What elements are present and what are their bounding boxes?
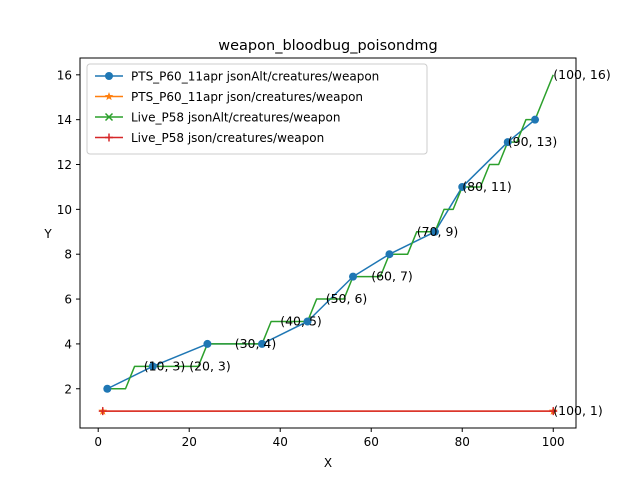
y-tick-label: 8 [64, 248, 72, 262]
legend-label-4: Live_P58 json/creatures/weapon [131, 131, 324, 145]
y-tick-label: 16 [57, 68, 72, 82]
annotation-label: (100, 1) [553, 403, 603, 418]
axes: 0 20 40 60 80 100 2 4 6 8 10 12 14 16 [57, 68, 565, 449]
y-tick-label: 4 [64, 337, 72, 351]
series-line-3 [107, 74, 554, 390]
legend-label-3: Live_P58 jsonAlt/creatures/weapon [131, 111, 340, 125]
plot-area: (10, 3) (20, 3) (30, 4)(40, 5) (50, 6)(60, … [98, 67, 611, 418]
data-point-s1-4 [258, 339, 267, 348]
legend-label-1: PTS_P60_11apr jsonAlt/creatures/weapon [131, 70, 379, 84]
y-axis-label: Y [43, 227, 52, 241]
data-point-s1-9 [458, 182, 467, 191]
annotation-label: (60, 7) [371, 269, 413, 284]
x-tick-label: 20 [182, 435, 197, 449]
x-tick-label: 100 [542, 435, 565, 449]
plot-frame [79, 57, 577, 429]
chart-title: weapon_bloodbug_poisondmg [218, 38, 437, 54]
data-point-s1-6 [349, 272, 358, 281]
data-point-s1-1 [103, 384, 112, 393]
data-point-s4-2 [549, 407, 558, 416]
annotation-label: (40, 5) [280, 313, 322, 328]
y-tick-label: 10 [57, 203, 72, 217]
legend-marker-4 [105, 133, 113, 142]
legend-label-2: PTS_P60_11apr json/creatures/weapon [131, 90, 363, 104]
annotation-label: (50, 6) [326, 291, 368, 306]
legend-marker-1 [105, 72, 113, 80]
annotation-label: (90, 13) [508, 134, 558, 149]
y-tick-label: 2 [64, 382, 72, 396]
x-axis-label: X [324, 456, 332, 470]
y-tick-label: 6 [64, 293, 72, 307]
data-point-s1-3 [203, 339, 212, 348]
data-point-s1-8 [430, 227, 439, 236]
x-tick-label: 60 [364, 435, 379, 449]
data-point-s1-11 [531, 115, 540, 124]
legend: PTS_P60_11apr jsonAlt/creatures/weapon PT… [86, 63, 428, 155]
y-tick-label: 14 [57, 113, 72, 127]
annotation-label: (10, 3) [144, 358, 186, 373]
data-point-s1-5 [303, 317, 312, 326]
x-tick-label: 40 [273, 435, 288, 449]
data-point-s1-7 [385, 250, 394, 259]
annotation-label: (70, 9) [417, 224, 459, 239]
x-tick-label: 0 [94, 435, 102, 449]
annotation-label: (80, 11) [462, 179, 512, 194]
y-tick-label: 12 [57, 158, 72, 172]
legend-box [86, 63, 428, 155]
data-point-s4-1 [98, 407, 107, 416]
annotation-label: (30, 4) [235, 336, 277, 351]
data-point-s1-10 [503, 138, 512, 147]
annotation-label: (20, 3) [189, 358, 231, 373]
x-tick-label: 80 [455, 435, 470, 449]
data-point-s1-2 [148, 362, 157, 371]
legend-marker-3 [104, 112, 114, 122]
legend-marker-2 [104, 92, 114, 101]
annotation-label: (100, 16) [553, 67, 610, 82]
